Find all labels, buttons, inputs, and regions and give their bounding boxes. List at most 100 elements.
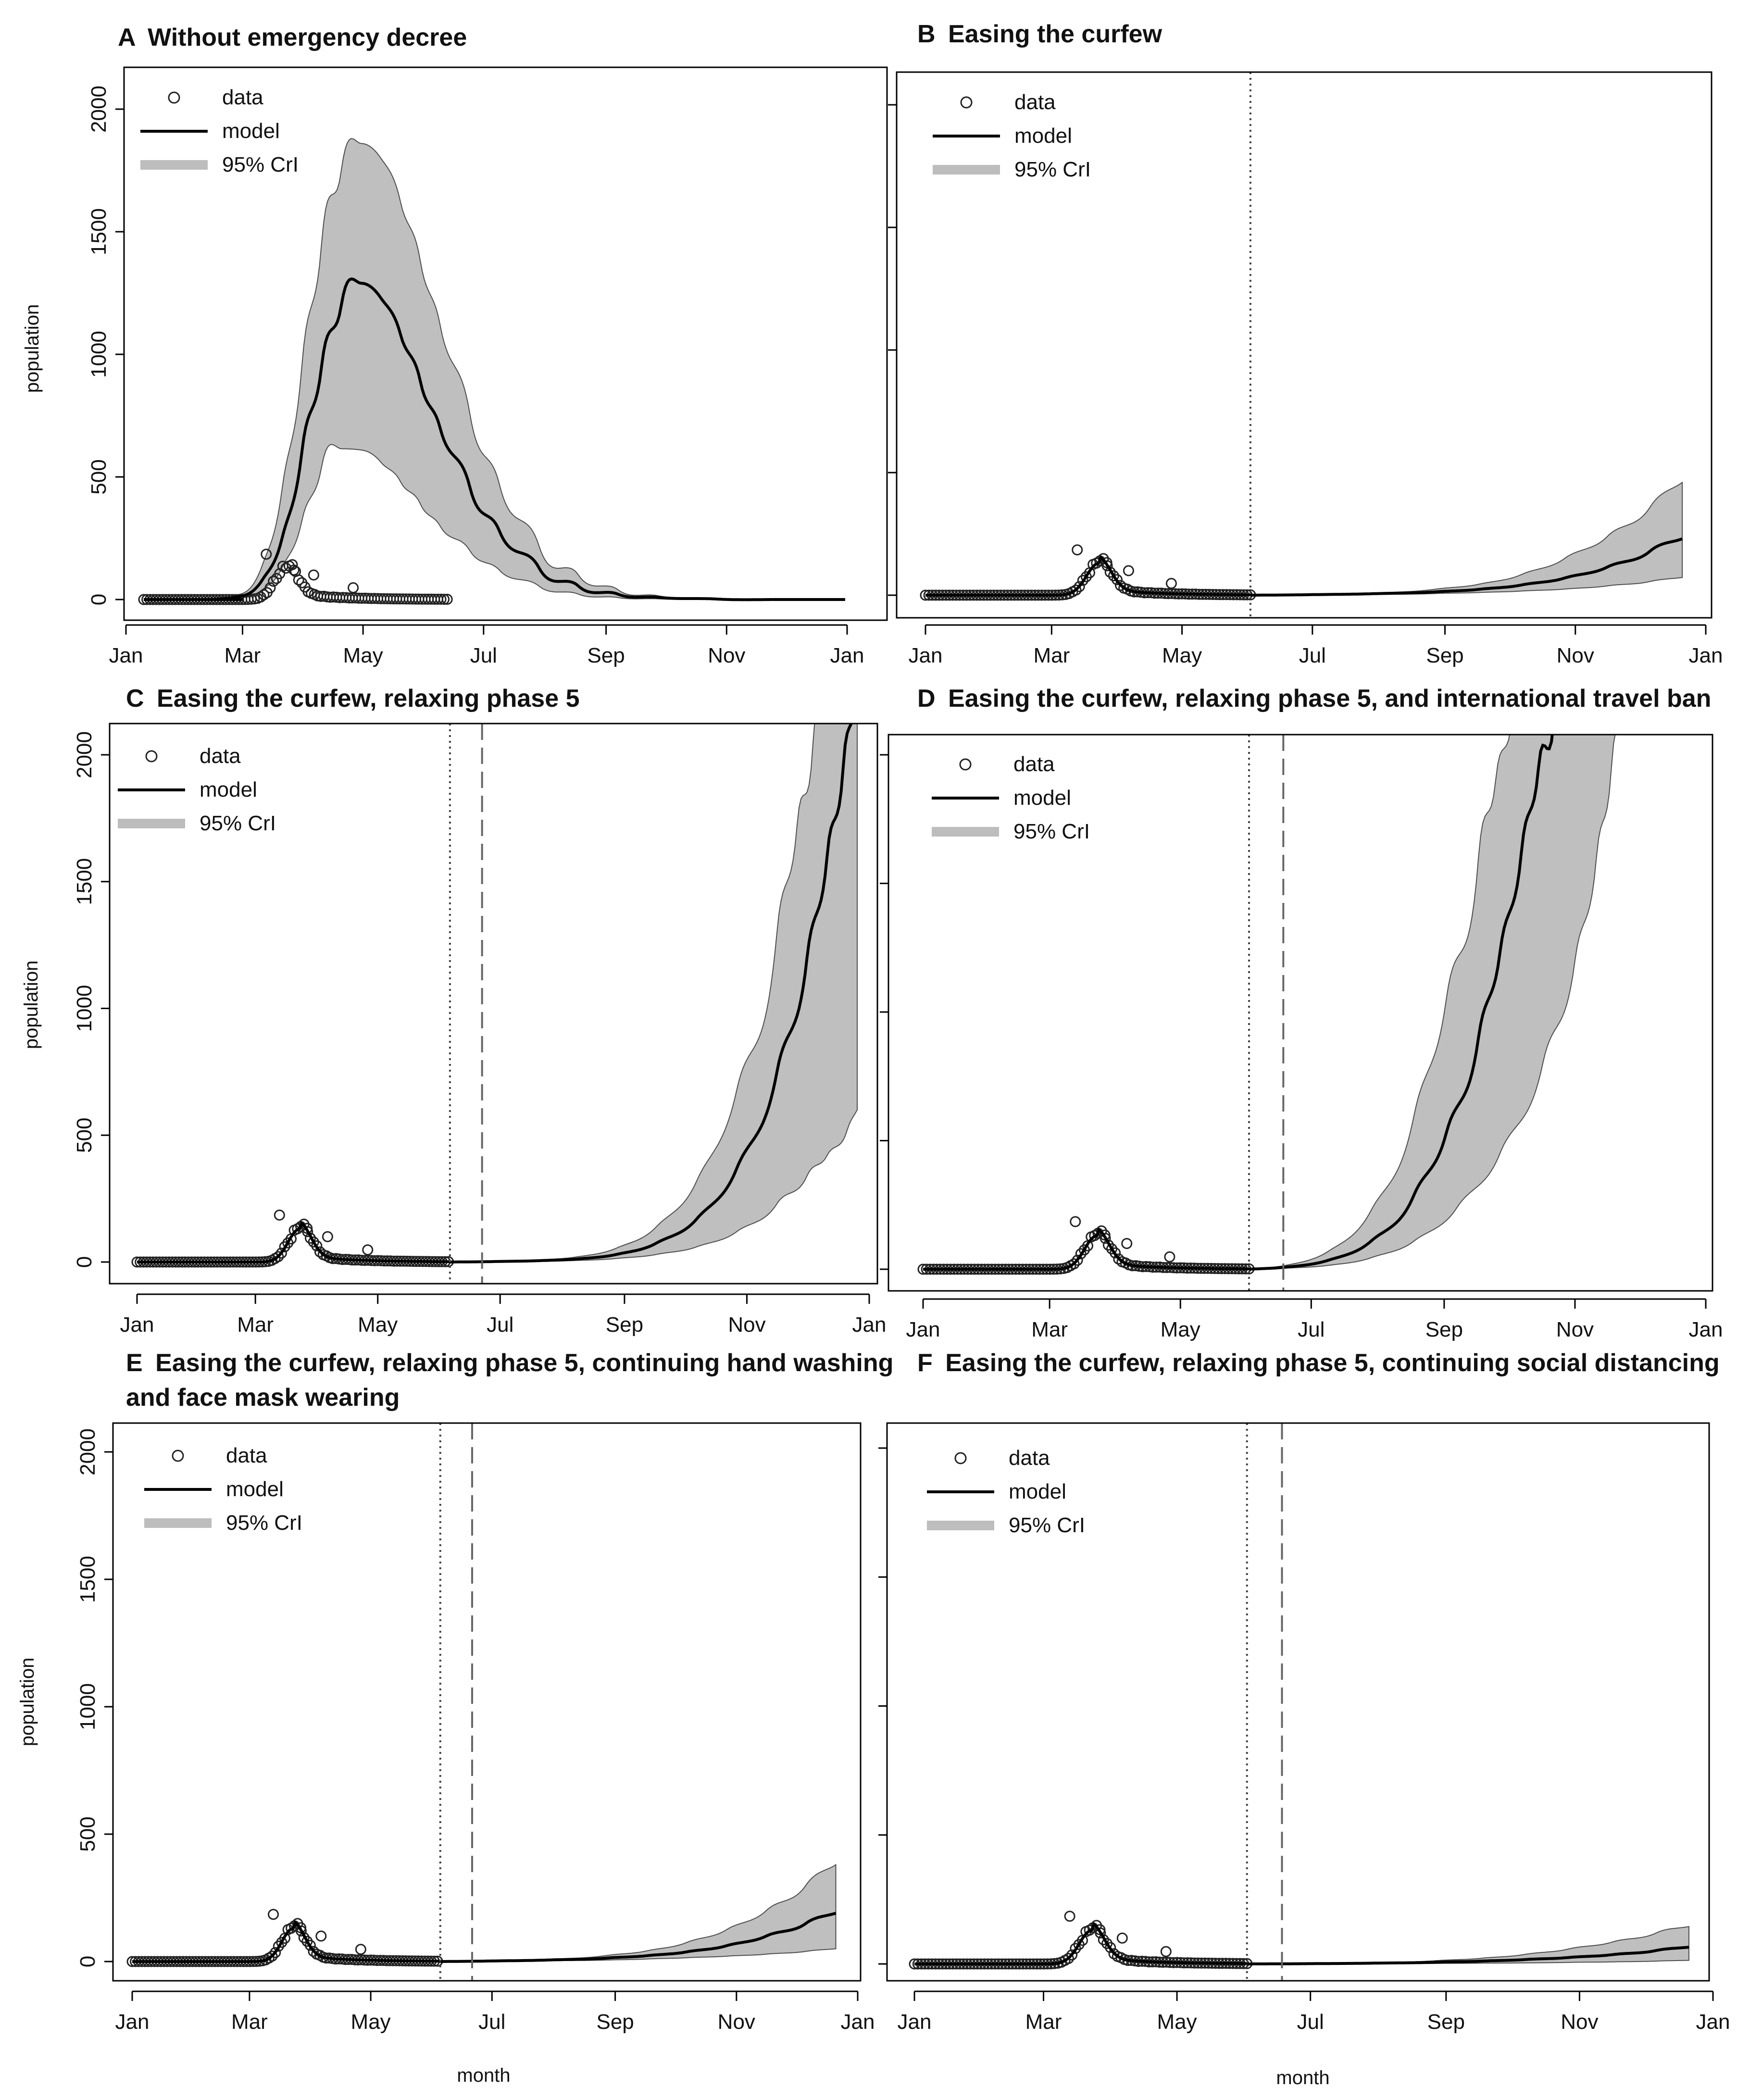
x-tick-label: Jan <box>852 1313 887 1337</box>
data-point <box>1101 560 1113 572</box>
x-tick-label: Nov <box>718 2010 755 2034</box>
data-point <box>1068 1258 1080 1270</box>
y-tick-label: 0 <box>87 594 111 605</box>
data-point <box>1062 1953 1074 1964</box>
data-point <box>275 1248 287 1259</box>
data-point <box>1077 575 1088 586</box>
data-point <box>1070 584 1082 596</box>
panel-b: B Easing the curfew Jan Mar May Jul Sep Nov Ja… <box>888 20 1723 667</box>
x-tick-label: Mar <box>231 2010 268 2034</box>
legend-label: 95% CrI <box>226 1511 302 1535</box>
data-point <box>355 1944 366 1955</box>
x-tick-label: Jan <box>1689 644 1723 667</box>
legend-data-marker <box>168 91 180 104</box>
x-tick-label: May <box>351 2010 391 2034</box>
x-tick-label: Jan <box>841 2010 875 2034</box>
ylabel-row-1: population <box>22 304 43 393</box>
legend-label: 95% CrI <box>200 812 276 835</box>
panel-a-title-text: Without emergency decree <box>148 24 467 51</box>
data-point <box>1095 1927 1106 1939</box>
y-tick-label: 500 <box>76 1816 100 1851</box>
x-tick-label: May <box>1161 1318 1200 1341</box>
x-tick-label: Mar <box>1031 1318 1068 1341</box>
panel-e-letter: E <box>126 1349 143 1377</box>
x-tick-label: Jan <box>909 644 943 667</box>
panel-f-frame <box>886 1422 1710 1982</box>
panel-a: A Without emergency decree Jan Mar May Jul S… <box>87 24 888 667</box>
data-point <box>1066 1949 1078 1961</box>
x-tick-label: Jan <box>115 2010 150 2034</box>
data-point <box>293 574 304 586</box>
panel-f-title: F Easing the curfew, relaxing phase 5, c… <box>917 1349 1720 1377</box>
x-tick-label: Sep <box>587 644 625 667</box>
legend-label: model <box>1014 124 1072 148</box>
data-point <box>288 564 300 576</box>
panel-d-model-line <box>1249 735 1554 1271</box>
panel-f-fit-line <box>914 1922 1247 1965</box>
y-tick-label: 500 <box>87 459 111 494</box>
y-tick-label: 1500 <box>76 1556 100 1603</box>
data-point <box>270 1947 281 1958</box>
legend-data-marker <box>959 758 972 771</box>
panel-a-model-line <box>144 277 845 601</box>
data-point <box>287 559 298 570</box>
x-tick-label: Jan <box>1696 2010 1730 2034</box>
panel-b-model-line <box>1250 537 1683 597</box>
data-point <box>1074 581 1085 592</box>
x-tick-label: Jan <box>120 1313 154 1337</box>
x-tick-label: Sep <box>606 1313 643 1337</box>
legend-label: data <box>222 86 263 109</box>
x-tick-label: Sep <box>1426 644 1463 667</box>
x-tick-label: Jul <box>487 1313 513 1337</box>
legend-label: data <box>1009 1446 1050 1470</box>
y-tick-label: 0 <box>76 1956 100 1967</box>
panel-b-frame <box>896 71 1712 619</box>
legend-label: data <box>1014 90 1056 114</box>
panel-d-letter: D <box>917 685 936 712</box>
panel-b-fit-line <box>925 555 1250 597</box>
data-point <box>304 1939 316 1951</box>
panel-e-frame <box>112 1422 862 1982</box>
data-point <box>322 1231 333 1242</box>
x-tick-label: Nov <box>1557 644 1594 667</box>
data-point <box>1108 570 1119 582</box>
panel-a-letter: A <box>118 24 136 51</box>
data-point <box>1111 574 1123 586</box>
panel-f: F Easing the curfew, relaxing phase 5, c… <box>878 1349 1730 2034</box>
legend-label: 95% CrI <box>1013 820 1090 843</box>
x-tick-label: Jan <box>109 644 143 667</box>
x-tick-label: Jan <box>1689 1318 1723 1341</box>
legend-label: data <box>1013 752 1055 776</box>
data-point <box>274 1209 285 1221</box>
x-tick-label: Mar <box>225 644 261 667</box>
panel-d: D Easing the curfew, relaxing phase 5, a… <box>880 685 1723 1341</box>
legend-data-marker <box>145 750 158 762</box>
y-tick-label: 2000 <box>87 86 111 133</box>
xlabel-left: month <box>457 2065 510 2086</box>
panel-d-fit-line <box>923 1227 1249 1271</box>
data-point <box>266 1950 278 1962</box>
panel-c-credible-band <box>450 724 858 1262</box>
panel-b-title: B Easing the curfew <box>917 20 1162 48</box>
data-point <box>1121 1238 1133 1249</box>
panel-d-credible-band <box>1249 735 1616 1270</box>
x-tick-label: Mar <box>1033 644 1070 667</box>
data-point <box>348 582 359 593</box>
panel-c: C Easing the curfew, relaxing phase 5 Ja… <box>73 685 886 1337</box>
x-tick-label: Jan <box>898 2010 932 2034</box>
data-point <box>1160 1946 1172 1957</box>
panel-b-title-text: Easing the curfew <box>948 20 1162 48</box>
legend-label: data <box>226 1444 267 1467</box>
legend-label: model <box>226 1477 284 1501</box>
panel-c-title: C Easing the curfew, relaxing phase 5 <box>126 685 580 712</box>
data-point <box>435 593 447 605</box>
data-point <box>302 1226 313 1238</box>
x-tick-label: May <box>343 644 383 667</box>
data-point <box>268 1909 279 1920</box>
data-point <box>1123 565 1134 576</box>
x-tick-label: Nov <box>728 1313 765 1337</box>
x-tick-label: Jul <box>470 644 497 667</box>
x-tick-label: May <box>358 1313 398 1337</box>
panel-f-title-text: Easing the curfew, relaxing phase 5, con… <box>945 1349 1719 1377</box>
x-tick-label: Jul <box>1299 644 1326 667</box>
